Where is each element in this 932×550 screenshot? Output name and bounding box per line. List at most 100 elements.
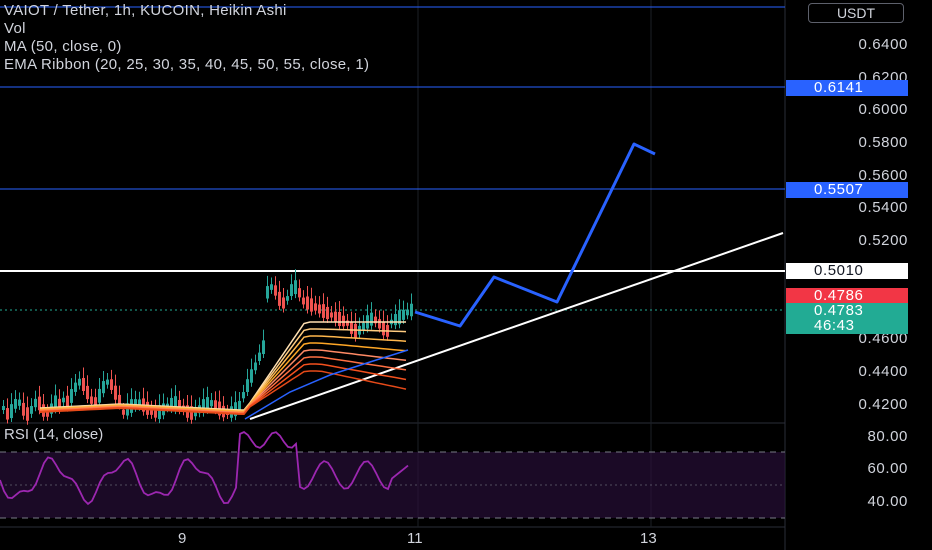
price-axis-label: 0.4400 xyxy=(858,363,908,380)
candle xyxy=(242,392,245,399)
candle xyxy=(398,310,401,325)
ma-indicator-label[interactable]: MA (50, close, 0) xyxy=(4,38,122,55)
candle xyxy=(122,409,125,415)
candle xyxy=(330,312,333,318)
candle xyxy=(346,320,349,326)
candles xyxy=(2,269,413,425)
price-countdown: 46:43 xyxy=(786,318,908,334)
candle xyxy=(246,379,249,392)
candle xyxy=(298,288,301,298)
candle xyxy=(314,303,317,311)
candle xyxy=(102,381,105,394)
candle xyxy=(382,321,385,336)
candle xyxy=(74,382,77,392)
candle xyxy=(338,312,341,326)
candle xyxy=(2,406,5,410)
price-axis-label: 0.5200 xyxy=(858,232,908,249)
price-tag-0-5507: 0.5507 xyxy=(786,182,908,198)
price-axis-label: 0.6400 xyxy=(858,36,908,53)
candle xyxy=(110,379,113,390)
candle xyxy=(34,398,37,408)
candle xyxy=(350,321,353,334)
candle xyxy=(394,314,397,326)
time-axis-label: 13 xyxy=(640,530,657,547)
candle xyxy=(86,385,89,400)
candle xyxy=(202,399,205,413)
candle xyxy=(370,312,373,326)
projection-path[interactable] xyxy=(414,142,656,328)
candle xyxy=(266,286,269,299)
candle xyxy=(26,407,29,421)
candle xyxy=(6,408,9,420)
candle xyxy=(262,340,265,355)
candle xyxy=(94,397,97,407)
ema-ribbon-line xyxy=(39,370,407,415)
rsi-axis-label: 60.00 xyxy=(867,460,908,477)
candle xyxy=(150,408,153,415)
rsi-axis-label: 80.00 xyxy=(867,428,908,445)
candle xyxy=(58,398,61,410)
price-axis-label: 0.5400 xyxy=(858,199,908,216)
candle xyxy=(210,400,213,407)
candle xyxy=(38,396,41,411)
candle xyxy=(206,397,209,410)
candle xyxy=(62,397,65,403)
candle xyxy=(170,397,173,410)
price-axis-label: 0.5800 xyxy=(858,134,908,151)
candle xyxy=(78,378,81,386)
vol-indicator-label[interactable]: Vol xyxy=(4,20,26,37)
candle xyxy=(290,284,293,297)
candle xyxy=(14,398,17,409)
candle xyxy=(66,395,69,408)
symbol-title[interactable]: VAIOT / Tether, 1h, KUCOIN, Heikin Ashi xyxy=(4,2,287,19)
candle xyxy=(214,400,217,411)
candle xyxy=(318,304,321,314)
ema-ribbon-label[interactable]: EMA Ribbon (20, 25, 30, 35, 40, 45, 50, … xyxy=(4,56,370,73)
candle xyxy=(294,280,297,295)
candle xyxy=(254,362,257,371)
candle xyxy=(22,402,25,416)
candle xyxy=(174,396,177,411)
chart-legend: VAIOT / Tether, 1h, KUCOIN, Heikin Ashi … xyxy=(4,2,369,74)
candle xyxy=(118,394,121,406)
candle xyxy=(82,377,85,391)
price-axis-label: 0.4600 xyxy=(858,330,908,347)
price-tag-0-6141: 0.6141 xyxy=(786,80,908,96)
candle xyxy=(54,395,57,410)
trend-line[interactable] xyxy=(249,232,784,420)
candle xyxy=(138,399,141,407)
candle xyxy=(326,306,329,320)
candle xyxy=(310,298,313,312)
candle xyxy=(238,400,241,411)
price-tag-current: 0.4783 xyxy=(786,303,908,319)
candle xyxy=(46,411,49,417)
candle xyxy=(334,311,337,323)
ema-ribbon xyxy=(39,321,409,420)
currency-button[interactable]: USDT xyxy=(808,3,904,23)
candle xyxy=(278,291,281,306)
candle xyxy=(342,315,345,327)
candle xyxy=(98,388,101,403)
candle xyxy=(402,309,405,320)
time-axis-label: 9 xyxy=(178,530,187,547)
candle xyxy=(406,309,409,316)
rsi-legend[interactable]: RSI (14, close) xyxy=(4,426,104,443)
candle xyxy=(158,405,161,420)
rsi-axis-label: 40.00 xyxy=(867,493,908,510)
price-axis-label: 0.4200 xyxy=(858,396,908,413)
price-tag-0-5010: 0.5010 xyxy=(786,263,908,279)
candle xyxy=(30,406,33,414)
candle xyxy=(270,284,273,290)
candle xyxy=(190,406,193,420)
candle xyxy=(70,389,73,403)
candle xyxy=(322,304,325,318)
price-tag-last: 0.4786 xyxy=(786,288,908,304)
candle xyxy=(106,379,109,385)
candle xyxy=(282,297,285,309)
candle xyxy=(114,385,117,400)
candle xyxy=(126,403,129,416)
candle xyxy=(154,408,157,418)
ma-line xyxy=(244,349,409,420)
